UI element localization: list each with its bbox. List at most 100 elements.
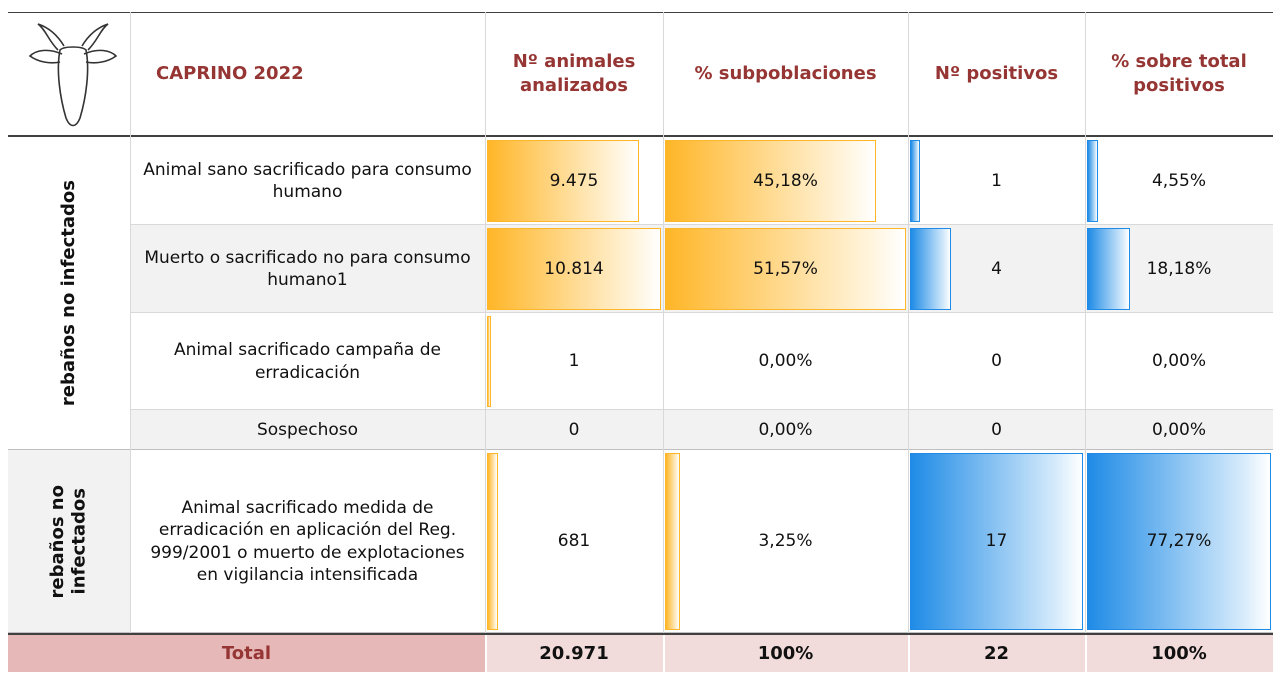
- data-cell-text: 51,57%: [753, 258, 818, 279]
- group-divider: [8, 632, 1273, 633]
- column-divider: [130, 12, 131, 633]
- row-label-text: Animal sano sacrificado para consumo hum…: [143, 159, 472, 202]
- data-cell: 9.475: [485, 137, 663, 225]
- row-label-text: Sospechoso: [256, 419, 359, 440]
- group-label: rebaños no infectados: [8, 137, 130, 450]
- total-divider: [1085, 635, 1087, 672]
- data-cell: 0: [908, 410, 1085, 450]
- group-label-text: rebaños no infectados: [58, 180, 80, 406]
- header-border: [8, 135, 1273, 137]
- data-cell: 45,18%: [663, 137, 908, 225]
- column-divider: [485, 12, 486, 633]
- row-label: Sospechoso: [130, 410, 485, 450]
- column-divider: [663, 12, 664, 633]
- row-label-text: Muerto o sacrificado no para consumo hum…: [144, 247, 471, 290]
- data-cell: 0: [908, 313, 1085, 410]
- total-divider: [485, 635, 487, 672]
- data-bar: [1087, 228, 1131, 310]
- data-bar: [910, 140, 921, 222]
- data-cell: 17: [908, 450, 1085, 633]
- row-label: Animal sacrificado medida de erradicació…: [130, 450, 485, 633]
- column-header-text: % sobre total positivos: [1111, 51, 1247, 96]
- data-cell-text: 0: [568, 419, 580, 440]
- data-cell-text: 18,18%: [1146, 258, 1212, 279]
- column-header-text: % subpoblaciones: [694, 62, 877, 84]
- data-cell: 0: [485, 410, 663, 450]
- row-label: Animal sano sacrificado para consumo hum…: [130, 137, 485, 225]
- data-cell-text: 3,25%: [758, 531, 813, 552]
- group-divider: [8, 449, 1273, 450]
- group-label-line: infectados: [69, 488, 90, 595]
- data-cell-text: 0: [991, 419, 1002, 440]
- total-cell-text: 100%: [757, 642, 814, 664]
- row-divider: [130, 224, 1273, 225]
- total-divider: [663, 635, 665, 672]
- row-label: Muerto o sacrificado no para consumo hum…: [130, 225, 485, 313]
- data-cell-text: 681: [557, 531, 591, 552]
- data-cell-text: 4,55%: [1151, 170, 1206, 191]
- column-header: Nº animales analizados: [485, 12, 663, 135]
- data-cell-text: 1: [991, 170, 1002, 191]
- data-bar: [487, 228, 661, 310]
- top-border: [8, 12, 1273, 13]
- data-cell: 4,55%: [1085, 137, 1273, 225]
- data-cell: 4: [908, 225, 1085, 313]
- row-label-text: Animal sacrificado medida de erradicació…: [150, 498, 465, 585]
- total-cell: 100%: [1085, 635, 1273, 672]
- data-bar: [487, 140, 640, 222]
- header-title-text: CAPRINO 2022: [156, 62, 304, 84]
- row-divider: [130, 409, 1273, 410]
- data-bar: [665, 140, 877, 222]
- data-cell: 0,00%: [1085, 313, 1273, 410]
- total-cell: 22: [908, 635, 1085, 672]
- data-cell: 18,18%: [1085, 225, 1273, 313]
- data-bar: [487, 453, 498, 630]
- data-bar: [1087, 453, 1271, 630]
- data-cell-text: 4: [991, 258, 1002, 279]
- group-label: rebaños no infectados: [8, 450, 130, 633]
- data-bar: [665, 453, 681, 630]
- row-divider: [130, 312, 1273, 313]
- data-cell-text: 77,27%: [1146, 531, 1212, 552]
- column-divider: [1085, 12, 1086, 633]
- data-cell-text: 0,00%: [1151, 419, 1206, 440]
- column-header-text: Nº animales analizados: [512, 51, 636, 96]
- total-cell-text: 100%: [1151, 642, 1207, 664]
- group-label-text: rebaños no infectados: [47, 485, 90, 598]
- data-cell: 10.814: [485, 225, 663, 313]
- header-title: CAPRINO 2022: [130, 12, 485, 135]
- data-cell-text: 10.814: [544, 258, 604, 279]
- group-label-line: rebaños no infectados: [58, 180, 80, 407]
- data-cell: 0,00%: [1085, 410, 1273, 450]
- row-label: Animal sacrificado campaña de erradicaci…: [130, 313, 485, 410]
- data-cell: 0,00%: [663, 410, 908, 450]
- data-cell: 1: [485, 313, 663, 410]
- total-cell: 100%: [663, 635, 908, 672]
- data-bar: [665, 228, 906, 310]
- data-bar: [1087, 140, 1098, 222]
- column-header: % subpoblaciones: [663, 12, 908, 135]
- column-header: % sobre total positivos: [1085, 12, 1273, 135]
- data-cell: 0,00%: [663, 313, 908, 410]
- total-cell-text: 22: [983, 642, 1010, 664]
- total-border: [8, 633, 1273, 635]
- data-cell-text: 0,00%: [758, 351, 813, 372]
- total-cell-text: 20.971: [539, 642, 609, 664]
- data-cell-text: 1: [568, 351, 580, 372]
- group-label-line: rebaños no: [47, 484, 69, 599]
- data-bar: [910, 453, 1083, 630]
- data-cell-text: 17: [985, 531, 1008, 552]
- data-cell: 51,57%: [663, 225, 908, 313]
- data-cell: 77,27%: [1085, 450, 1273, 633]
- data-cell-text: 0,00%: [1151, 351, 1206, 372]
- row-label-text: Animal sacrificado campaña de erradicaci…: [173, 340, 441, 383]
- data-cell-text: 45,18%: [753, 170, 818, 191]
- total-label: Total: [8, 635, 485, 672]
- total-divider: [908, 635, 910, 672]
- data-cell: 681: [485, 450, 663, 633]
- column-divider: [908, 12, 909, 633]
- data-cell-text: 0,00%: [758, 419, 813, 440]
- data-cell: 1: [908, 137, 1085, 225]
- total-label-text: Total: [221, 642, 272, 664]
